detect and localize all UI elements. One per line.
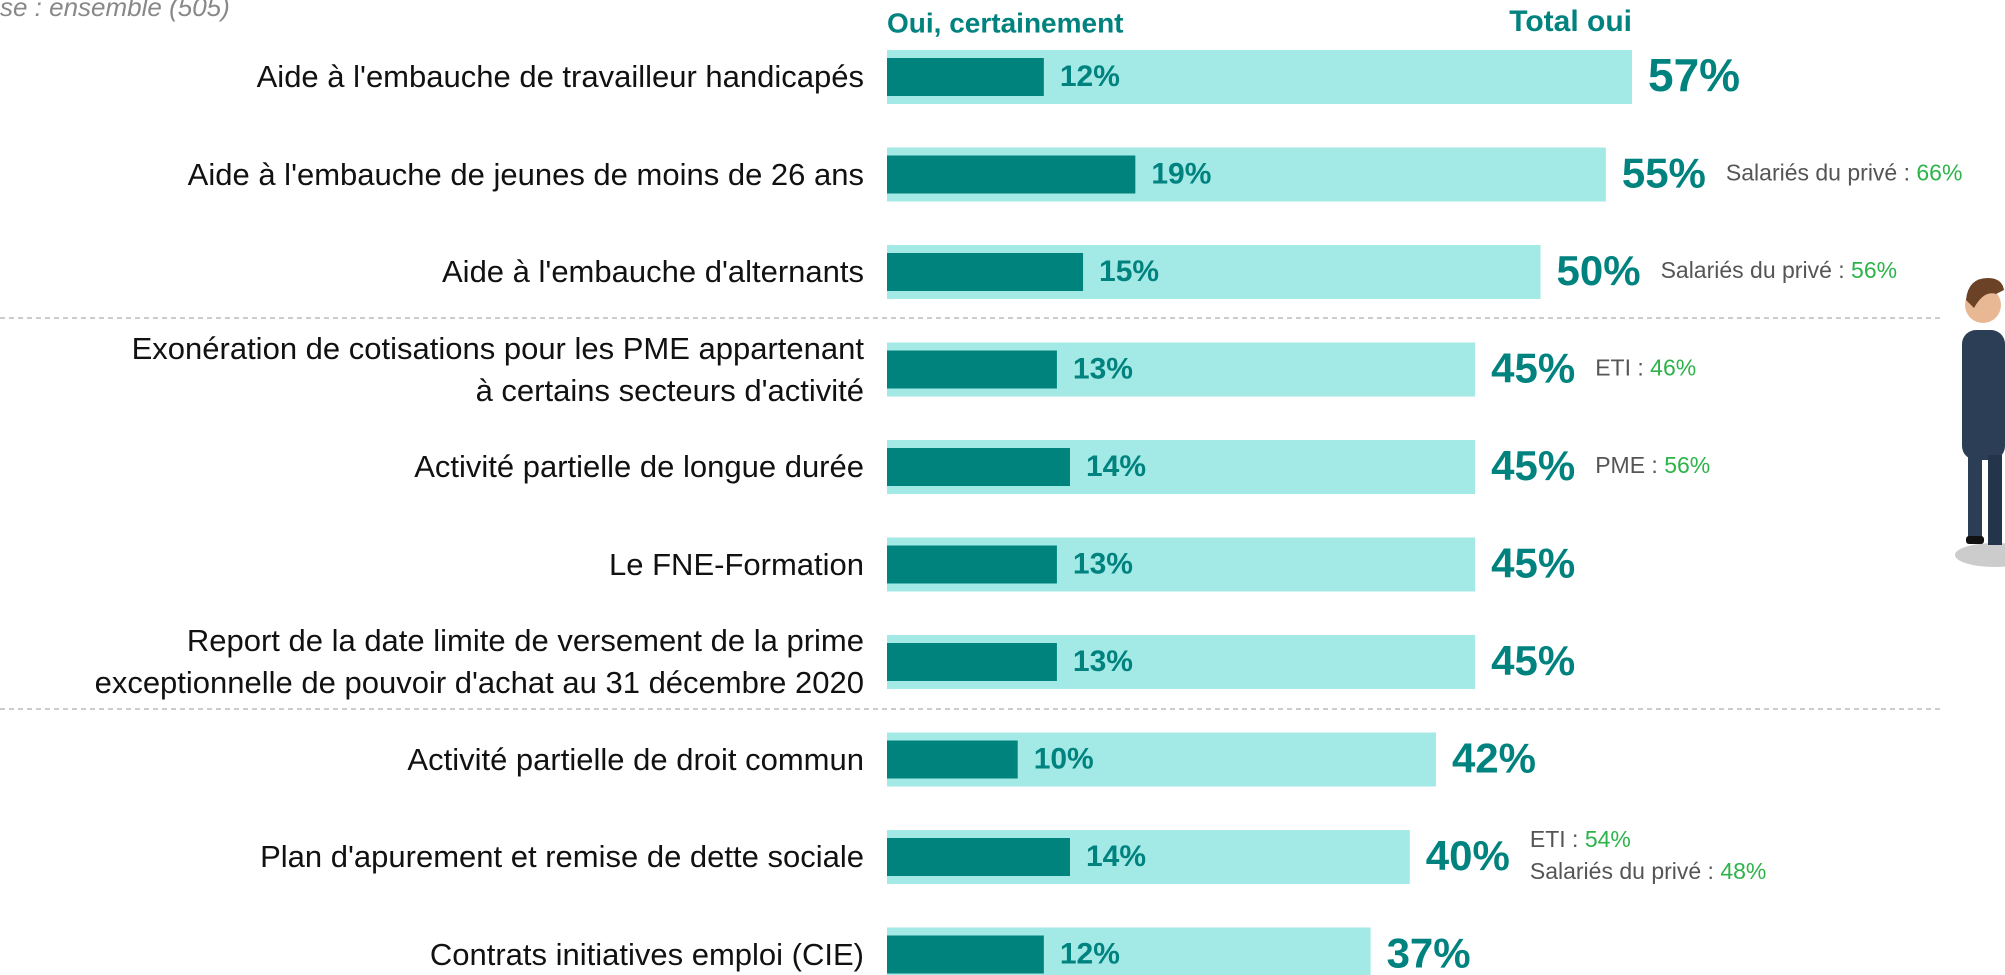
value-label: 13% <box>1073 352 1133 385</box>
note-value: 56% <box>1664 452 1710 478</box>
total-label: 37% <box>1387 930 1471 975</box>
total-label: 40% <box>1426 832 1510 879</box>
legend-label: Oui, certainement <box>887 7 1124 38</box>
note-label: PME : <box>1595 452 1658 478</box>
total-label: 55% <box>1622 150 1706 197</box>
value-label: 10% <box>1034 742 1094 775</box>
bar-certain <box>887 935 1044 974</box>
value-label: 13% <box>1073 547 1133 580</box>
value-label: 14% <box>1086 840 1146 873</box>
total-label: 45% <box>1491 637 1575 684</box>
note: Salariés du privé : 48% <box>1530 858 1767 884</box>
total-label: 57% <box>1648 49 1740 101</box>
note-label: ETI : <box>1530 826 1579 852</box>
value-label: 19% <box>1151 157 1211 190</box>
bar-certain <box>887 545 1057 584</box>
category-label: Report de la date limite de versement de… <box>94 623 864 700</box>
note-label: Salariés du privé : <box>1661 257 1845 283</box>
total-label: 50% <box>1557 247 1641 294</box>
value-label: 15% <box>1099 255 1159 288</box>
bar-certain <box>887 155 1136 194</box>
note: ETI : 46% <box>1595 355 1696 381</box>
note-value: 56% <box>1851 257 1897 283</box>
total-label: 45% <box>1491 345 1575 392</box>
value-label: 14% <box>1086 450 1146 483</box>
bar-certain <box>887 58 1044 96</box>
value-label: 12% <box>1060 60 1120 93</box>
note-label: ETI : <box>1595 355 1644 381</box>
legend-label: Total oui <box>1509 5 1632 38</box>
category-label: Activité partielle de longue durée <box>414 449 864 484</box>
bar-certain <box>887 643 1057 681</box>
note-value: 48% <box>1720 858 1766 884</box>
category-label: Aide à l'embauche de jeunes de moins de … <box>187 156 864 192</box>
category-label: Activité partielle de droit commun <box>407 741 864 777</box>
note-label: Salariés du privé : <box>1530 858 1714 884</box>
note: ETI : 54% <box>1530 826 1631 852</box>
note-label: Salariés du privé : <box>1726 160 1910 186</box>
bar-certain <box>887 740 1018 779</box>
note-value: 66% <box>1916 160 1962 186</box>
value-label: 13% <box>1073 645 1133 678</box>
total-label: 45% <box>1491 540 1575 587</box>
total-label: 45% <box>1491 442 1575 489</box>
category-label: Aide à l'embauche d'alternants <box>442 254 864 289</box>
category-label: Le FNE-Formation <box>609 546 864 582</box>
subtitle: se : ensemble (505) <box>0 0 230 22</box>
bar-certain <box>887 838 1070 876</box>
note: Salariés du privé : 56% <box>1661 257 1898 283</box>
note-value: 46% <box>1650 355 1696 381</box>
note: PME : 56% <box>1595 452 1710 478</box>
category-label: Plan d'apurement et remise de dette soci… <box>260 839 864 874</box>
person-illustration <box>1955 278 2005 567</box>
category-label: Contrats initiatives emploi (CIE) <box>429 936 864 972</box>
total-label: 42% <box>1452 735 1536 782</box>
value-label: 12% <box>1060 937 1120 970</box>
note-value: 54% <box>1585 826 1631 852</box>
note: Salariés du privé : 66% <box>1726 160 1963 186</box>
category-label: Aide à l'embauche de travailleur handica… <box>256 59 864 94</box>
bar-certain <box>887 253 1084 291</box>
category-label: Exonération de cotisations pour les PME … <box>131 330 864 408</box>
bar-certain <box>887 350 1057 389</box>
bar-certain <box>887 448 1070 486</box>
